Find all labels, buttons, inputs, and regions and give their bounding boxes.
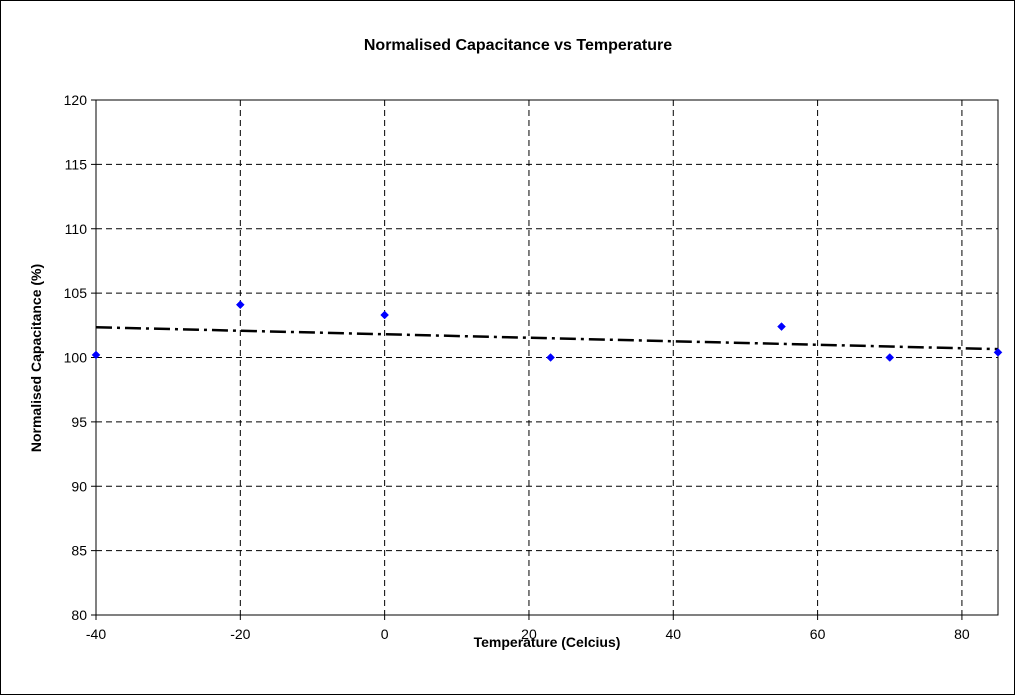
y-tick-label: 115	[65, 156, 88, 172]
x-axis-title: Temperature (Celcius)	[474, 634, 621, 650]
trendline	[95, 325, 999, 351]
data-point-marker	[885, 353, 895, 362]
data-points-layer	[91, 300, 1003, 362]
grid-lines	[96, 100, 998, 615]
y-tick-label: 95	[71, 414, 87, 430]
data-point-marker	[235, 300, 245, 310]
trendline-layer	[95, 325, 999, 351]
x-tick-label: 80	[954, 626, 970, 642]
y-tick-label: 110	[65, 221, 88, 237]
data-point-marker	[380, 310, 389, 320]
y-tick-label: 85	[71, 543, 87, 559]
x-tick-label: 20	[521, 626, 537, 642]
data-point-marker	[546, 353, 555, 362]
chart-title: Normalised Capacitance vs Temperature	[364, 37, 672, 54]
y-tick-label: 100	[64, 350, 88, 366]
x-tick-label: 40	[665, 626, 681, 642]
x-tick-label: -40	[86, 626, 106, 642]
x-tick-label: 60	[810, 626, 826, 642]
y-tick-label: 120	[64, 92, 88, 108]
y-axis-title: Normalised Capacitance (%)	[28, 264, 44, 452]
x-tick-labels: -40 -20 0 20 40 60 80	[86, 615, 970, 642]
data-point-marker	[993, 347, 1003, 357]
data-point-marker	[91, 350, 101, 360]
data-point-marker	[777, 322, 786, 331]
y-tick-label: 105	[64, 285, 88, 301]
y-tick-label: 80	[71, 607, 87, 623]
y-tick-label: 90	[71, 478, 87, 494]
x-tick-label: 0	[381, 626, 389, 642]
x-tick-label: -20	[230, 626, 250, 642]
y-tick-labels: 80 85 90 95 100 105 110 115 120	[64, 92, 96, 623]
